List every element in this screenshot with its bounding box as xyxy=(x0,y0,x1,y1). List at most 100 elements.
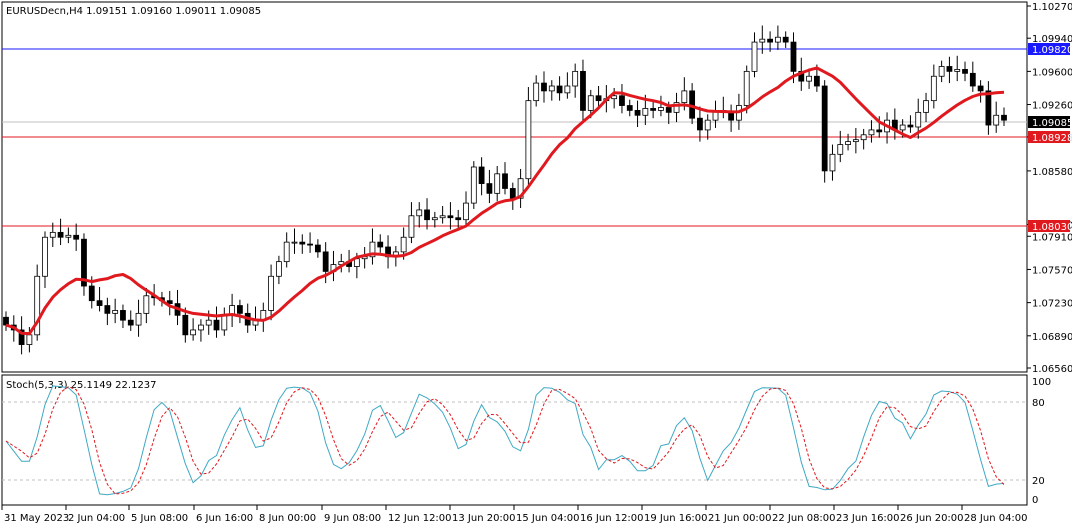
candle-body[interactable] xyxy=(829,153,836,172)
candle-body[interactable] xyxy=(611,95,618,100)
candle-body[interactable] xyxy=(26,334,33,345)
candle-body[interactable] xyxy=(291,241,298,244)
candle-body[interactable] xyxy=(275,261,282,277)
candle-body[interactable] xyxy=(954,69,961,72)
candle-body[interactable] xyxy=(806,75,812,82)
candle-body[interactable] xyxy=(369,241,376,258)
candle-body[interactable] xyxy=(985,90,992,126)
candle-body[interactable] xyxy=(626,105,633,111)
candle-body[interactable] xyxy=(697,117,703,131)
candle-body[interactable] xyxy=(299,241,306,245)
candle-body[interactable] xyxy=(580,70,586,111)
candle-body[interactable] xyxy=(915,111,922,128)
candle-body[interactable] xyxy=(96,300,103,306)
candle-body[interactable] xyxy=(1001,114,1007,121)
candle-body[interactable] xyxy=(431,217,438,221)
candle-body[interactable] xyxy=(813,75,820,87)
candle-body[interactable] xyxy=(525,100,532,180)
candle-body[interactable] xyxy=(502,173,508,189)
candle-body[interactable] xyxy=(463,202,469,221)
candle-body[interactable] xyxy=(548,85,555,92)
candle-body[interactable] xyxy=(923,100,929,113)
candle-body[interactable] xyxy=(556,85,563,94)
candle-body[interactable] xyxy=(962,69,968,74)
candle-body[interactable] xyxy=(743,70,750,106)
candle-body[interactable] xyxy=(852,139,859,143)
stoch-panel[interactable] xyxy=(1,374,1028,506)
candle-body[interactable] xyxy=(845,141,851,145)
candle-body[interactable] xyxy=(18,329,25,345)
candle-body[interactable] xyxy=(81,238,87,287)
candle-body[interactable] xyxy=(564,85,571,94)
candle-body[interactable] xyxy=(767,38,773,43)
candle-body[interactable] xyxy=(946,66,953,72)
candle-body[interactable] xyxy=(619,95,625,106)
candle-body[interactable] xyxy=(314,244,321,253)
candle-body[interactable] xyxy=(907,124,914,128)
candle-body[interactable] xyxy=(790,41,797,72)
candle-body[interactable] xyxy=(104,305,111,314)
candle-body[interactable] xyxy=(322,251,329,272)
candle-body[interactable] xyxy=(88,285,95,302)
candle-body[interactable] xyxy=(572,70,579,87)
candle-body[interactable] xyxy=(307,243,313,246)
candle-body[interactable] xyxy=(34,275,41,336)
candle-body[interactable] xyxy=(938,66,945,77)
candle-body[interactable] xyxy=(681,90,688,103)
candle-body[interactable] xyxy=(587,95,594,111)
candle-body[interactable] xyxy=(127,319,134,326)
candle-body[interactable] xyxy=(65,234,72,238)
candle-body[interactable] xyxy=(470,166,477,204)
candle-body[interactable] xyxy=(751,41,758,72)
candle-body[interactable] xyxy=(486,183,493,194)
candle-body[interactable] xyxy=(541,82,547,92)
candle-body[interactable] xyxy=(868,129,875,136)
candle-body[interactable] xyxy=(658,107,664,111)
candle-body[interactable] xyxy=(642,108,649,116)
candle-body[interactable] xyxy=(3,316,9,326)
candle-body[interactable] xyxy=(416,209,423,217)
candle-body[interactable] xyxy=(268,275,274,311)
candle-body[interactable] xyxy=(533,82,540,102)
candle-body[interactable] xyxy=(166,300,173,305)
candle-body[interactable] xyxy=(408,215,415,238)
candle-body[interactable] xyxy=(930,75,937,102)
candle-body[interactable] xyxy=(517,178,524,199)
candle-body[interactable] xyxy=(728,111,735,121)
candle-body[interactable] xyxy=(400,236,407,253)
candle-body[interactable] xyxy=(182,314,189,336)
candle-body[interactable] xyxy=(377,241,384,248)
price-panel[interactable] xyxy=(1,1,1028,373)
candle-body[interactable] xyxy=(977,85,984,92)
candle-body[interactable] xyxy=(424,209,430,221)
candle-body[interactable] xyxy=(57,231,64,238)
candle-body[interactable] xyxy=(135,312,142,326)
candle-body[interactable] xyxy=(221,314,228,331)
candle-body[interactable] xyxy=(774,36,781,43)
candle-body[interactable] xyxy=(595,95,602,102)
candle-body[interactable] xyxy=(205,319,212,326)
candle-body[interactable] xyxy=(283,241,290,263)
candle-body[interactable] xyxy=(237,305,243,314)
candle-body[interactable] xyxy=(190,329,197,336)
candle-body[interactable] xyxy=(112,310,119,314)
candle-body[interactable] xyxy=(447,215,454,219)
candle-body[interactable] xyxy=(143,295,150,314)
candle-body[interactable] xyxy=(478,166,485,184)
candle-body[interactable] xyxy=(49,231,56,238)
candle-body[interactable] xyxy=(198,324,204,331)
candle-body[interactable] xyxy=(899,124,906,131)
candle-body[interactable] xyxy=(213,319,220,331)
candle-body[interactable] xyxy=(73,234,80,240)
candle-body[interactable] xyxy=(860,134,867,141)
candle-body[interactable] xyxy=(650,108,657,111)
candle-body[interactable] xyxy=(993,114,1000,126)
candle-body[interactable] xyxy=(509,188,516,199)
candle-body[interactable] xyxy=(876,129,883,133)
candles-group[interactable] xyxy=(3,25,1007,355)
candle-body[interactable] xyxy=(634,110,641,116)
candle-body[interactable] xyxy=(673,102,680,113)
candle-body[interactable] xyxy=(494,173,501,194)
candle-body[interactable] xyxy=(120,310,126,321)
